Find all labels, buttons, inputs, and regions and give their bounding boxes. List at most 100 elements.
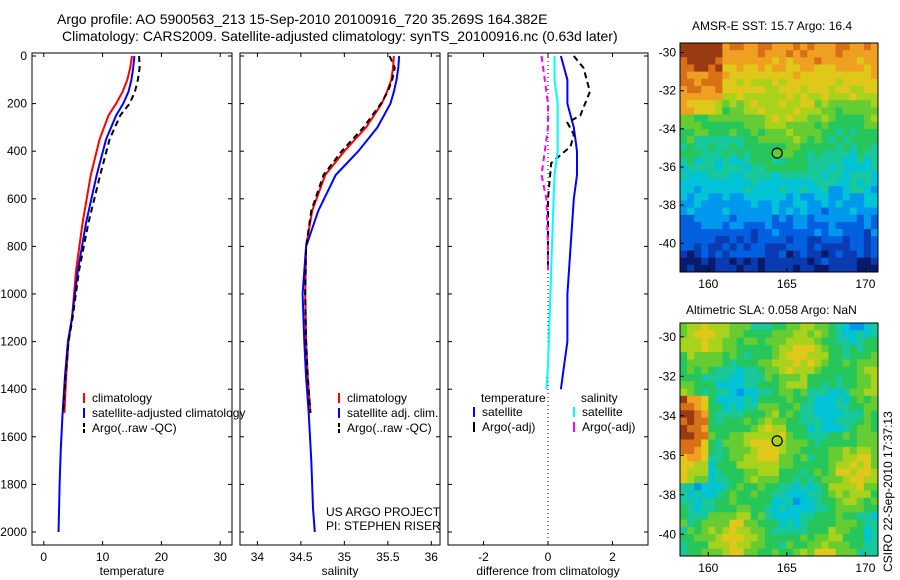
heatmap-cell (786, 344, 794, 353)
heatmap-cell (764, 483, 773, 492)
heatmap-cell (764, 85, 773, 94)
heatmap-cell (771, 337, 780, 346)
heatmap-cell (814, 121, 823, 130)
heatmap-cell (736, 250, 745, 259)
heatmap-cell (842, 534, 851, 543)
heatmap-cell (708, 395, 716, 404)
heatmap-cell (807, 526, 815, 535)
heatmap-cell (807, 243, 815, 252)
heatmap-cell (771, 200, 780, 209)
heatmap-cell (715, 497, 724, 506)
heatmap-cell (821, 454, 830, 462)
heatmap-cell (708, 505, 716, 513)
heatmap-cell (856, 388, 865, 397)
heatmap-cell (771, 519, 780, 528)
heatmap-cell (722, 512, 731, 521)
heatmap-cell (856, 410, 865, 419)
heatmap-cell (757, 483, 766, 492)
heatmap-cell (729, 395, 738, 404)
heatmap-cell (800, 344, 808, 353)
heatmap-cell (870, 250, 878, 259)
heatmap-cell (814, 497, 823, 506)
series-difference-salinity-argo-adj- (540, 55, 549, 271)
heatmap-cell (835, 207, 844, 216)
heatmap-cell (715, 157, 724, 166)
heatmap-cell (849, 373, 858, 382)
heatmap-cell (849, 229, 858, 237)
heatmap-cell (821, 214, 830, 223)
heatmap-cell (835, 257, 844, 266)
heatmap-cell (715, 366, 724, 375)
heatmap-cell (828, 186, 837, 194)
heatmap-cell (694, 150, 702, 159)
heatmap-cell (800, 432, 808, 441)
heatmap-cell (793, 171, 801, 180)
heatmap-cell (680, 344, 688, 353)
heatmap-cell (856, 85, 865, 94)
heatmap-cell (870, 432, 878, 441)
heatmap-cell (800, 395, 808, 404)
heatmap-cell (715, 359, 724, 368)
heatmap-cell (750, 50, 759, 58)
heatmap-cell (870, 526, 878, 535)
heatmap-cell (708, 381, 716, 390)
heatmap-cell (849, 330, 858, 339)
heatmap-cell (786, 468, 794, 477)
heatmap-cell (722, 57, 731, 66)
heatmap-cell (715, 71, 724, 80)
heatmap-cell (793, 475, 801, 484)
heatmap-cell (800, 114, 808, 123)
heatmap-cell (750, 128, 759, 137)
heatmap-cell (800, 497, 808, 506)
heatmap-cell (722, 164, 731, 173)
heatmap-cell (856, 200, 865, 209)
heatmap-cell (764, 157, 773, 166)
heatmap-cell (821, 193, 830, 202)
heatmap-cell (842, 236, 851, 244)
heatmap-cell (722, 446, 731, 455)
heatmap-cell (835, 43, 844, 51)
heatmap-cell (750, 207, 759, 216)
heatmap-cell (793, 100, 801, 109)
heatmap-cell (715, 178, 724, 187)
heatmap-cell (821, 50, 830, 58)
heatmap-cell (701, 330, 709, 339)
heatmap-cell (828, 114, 837, 123)
heatmap-cell (835, 100, 844, 109)
heatmap-cell (771, 64, 780, 73)
heatmap-cell (708, 50, 716, 58)
heatmap-cell (779, 395, 787, 404)
heatmap-cell (849, 541, 858, 550)
heatmap-cell (694, 193, 702, 202)
heatmap-cell (800, 207, 808, 216)
heatmap-cell (800, 178, 808, 187)
series-difference-temperature-satellite (559, 55, 578, 390)
heatmap-cell (793, 410, 801, 419)
heatmap-cell (814, 424, 823, 433)
heatmap-cell (807, 193, 815, 202)
heatmap-cell (828, 352, 837, 361)
heatmap-cell (779, 388, 787, 397)
heatmap-cell (814, 410, 823, 419)
heatmap-cell (764, 534, 773, 543)
heatmap-cell (793, 497, 801, 506)
heatmap-cell (842, 100, 851, 109)
heatmap-cell (842, 446, 851, 455)
heatmap-cell (708, 85, 716, 94)
heatmap-cell (814, 344, 823, 353)
heatmap-cell (863, 352, 872, 361)
heatmap-cell (863, 373, 872, 382)
heatmap-cell (779, 475, 787, 484)
heatmap-cell (786, 483, 794, 492)
heatmap-cell (694, 323, 702, 331)
heatmap-cell (764, 100, 773, 109)
heatmap-cell (771, 497, 780, 506)
heatmap-cell (849, 243, 858, 252)
heatmap-cell (814, 439, 823, 448)
heatmap-cell (842, 366, 851, 375)
heatmap-cell (736, 475, 745, 484)
heatmap-cell (715, 395, 724, 404)
heatmap-cell (786, 164, 794, 173)
heatmap-cell (701, 186, 709, 194)
heatmap-cell (828, 483, 837, 492)
